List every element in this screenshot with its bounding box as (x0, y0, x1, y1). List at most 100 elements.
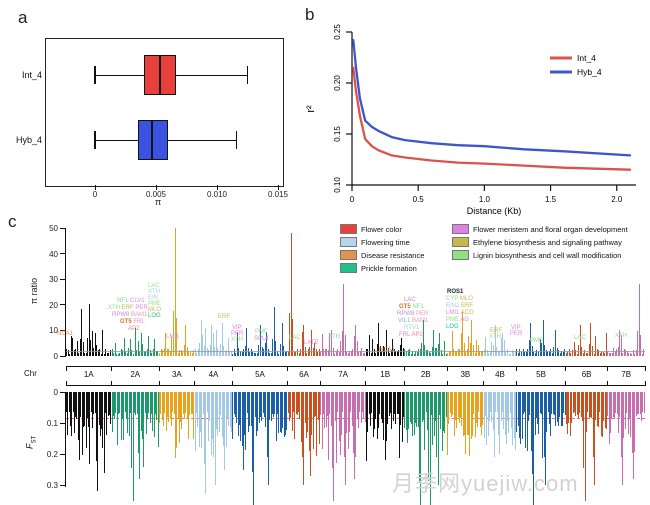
fst-bar (351, 392, 353, 427)
pi-bar (241, 352, 243, 356)
fst-bar (474, 392, 476, 437)
pi-bar (514, 351, 516, 356)
pi-bar (422, 320, 424, 356)
fst-bar (221, 392, 223, 437)
fst-bar (580, 392, 582, 418)
fst-bar (346, 392, 348, 434)
pi-bar (108, 352, 110, 356)
pi-bar (453, 349, 455, 356)
fst-bar (610, 392, 612, 433)
pi-bar (166, 349, 168, 356)
fst-bar (433, 392, 435, 436)
fst-bar (461, 392, 463, 426)
fst-bar (564, 392, 566, 416)
chr-tick (65, 366, 67, 371)
pi-bar (629, 353, 631, 356)
pi-bar (131, 350, 133, 356)
fst-bar (206, 392, 208, 413)
fst-bar (525, 392, 527, 448)
fst-bar (441, 392, 443, 452)
fst-bar (592, 392, 594, 458)
pi-bar (385, 330, 387, 356)
pi-bar (401, 337, 403, 356)
pi-bar (221, 322, 223, 356)
pi-bar (510, 353, 512, 356)
fst-bar (258, 392, 260, 423)
pi-bar (430, 352, 432, 356)
fst-bar (300, 392, 302, 442)
pi-bar (564, 349, 566, 356)
fst-bar (275, 392, 277, 442)
box-group-label: Int_4 (21, 70, 42, 80)
fst-bar (427, 392, 429, 430)
pi-bar (355, 325, 357, 356)
fst-chrom-3B (447, 392, 484, 505)
fst-bar (512, 392, 514, 446)
fst-bar (135, 392, 137, 416)
pi-bar (314, 342, 316, 356)
fst-bar (470, 392, 472, 439)
fst-bar (202, 392, 204, 415)
fst-bar (189, 392, 191, 416)
fst-bar (448, 392, 450, 425)
fst-bar (483, 392, 485, 439)
pi-bar (517, 353, 519, 356)
fst-bar (159, 392, 161, 424)
fst-bar (584, 392, 586, 501)
chr-label-6B: 6B (581, 370, 592, 379)
pi-bar (303, 325, 305, 356)
pi-bar (233, 348, 235, 356)
fst-bar (376, 392, 378, 440)
fst-bar (153, 392, 155, 437)
fst-bar (127, 392, 129, 433)
pi-bar (94, 332, 96, 356)
fst-bar (200, 392, 202, 432)
fst-chrom-4B (483, 392, 517, 505)
pi-bar (468, 336, 470, 356)
x-tick-label: 0 (350, 195, 355, 204)
fst-bar (263, 392, 265, 418)
pi-bar (123, 338, 125, 356)
fst-bar (164, 392, 166, 414)
pi-bar (525, 352, 527, 356)
fst-bar (328, 392, 330, 460)
pi-bar (111, 349, 113, 356)
pi-bar (548, 351, 550, 356)
fst-bar (269, 392, 271, 421)
pi-bar (471, 320, 473, 356)
fst-bar (262, 392, 264, 414)
pi-bar (372, 338, 374, 356)
pi-bar (527, 349, 529, 356)
pi-bar (229, 350, 231, 356)
fst-bar (124, 392, 126, 413)
fst-bar (282, 392, 284, 429)
fst-bar (286, 392, 288, 431)
pi-bar (492, 345, 494, 356)
fst-bar (435, 392, 437, 421)
pi-bar (76, 341, 78, 356)
fst-bar (120, 392, 122, 440)
fst-bar (524, 392, 526, 413)
fst-bar (585, 392, 587, 432)
fst-bar (147, 392, 149, 419)
chr-tick (515, 381, 517, 386)
fst-bar (192, 392, 194, 414)
fst-bar (572, 392, 574, 414)
pi-bar (236, 331, 238, 356)
fst-bar (437, 392, 439, 485)
fst-bar (139, 392, 141, 479)
fst-bar (252, 392, 254, 473)
pi-bar (376, 344, 378, 356)
pi-bar (519, 348, 521, 356)
fst-bar (462, 392, 464, 436)
pi-bar (75, 349, 77, 356)
chr-label-1B: 1B (380, 370, 391, 379)
pi-bar (531, 346, 533, 356)
fst-bar (403, 392, 405, 418)
fst-bar (220, 392, 222, 416)
pi-bar (279, 344, 281, 356)
pi-bar (375, 352, 377, 356)
fst-bar (632, 392, 634, 479)
fst-bar (198, 392, 200, 447)
fst-bar (616, 392, 618, 414)
